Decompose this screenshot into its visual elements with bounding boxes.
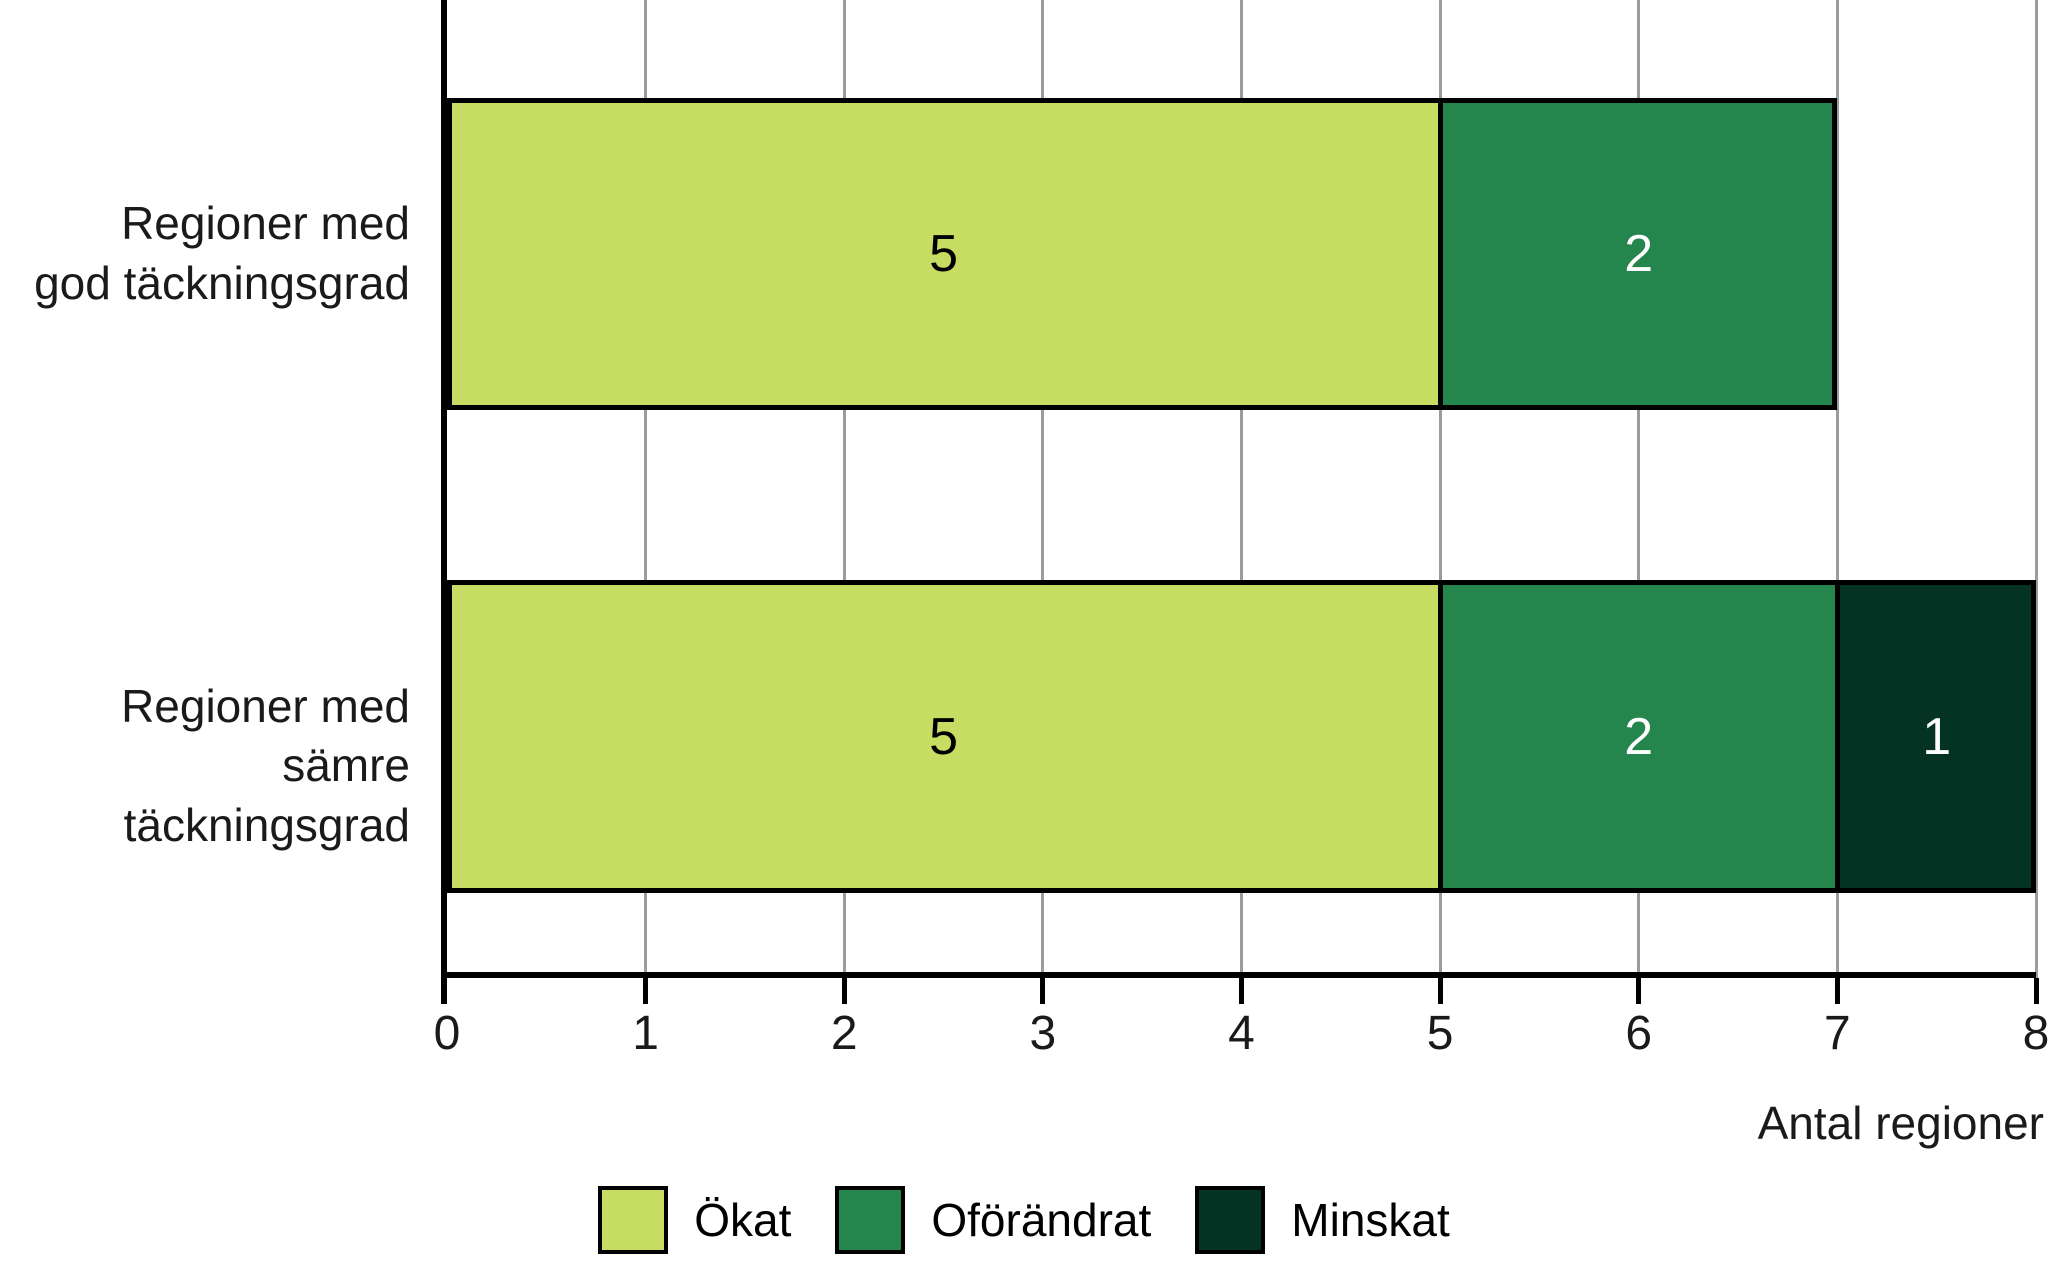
- x-tick-1: [643, 978, 649, 1004]
- bar-segment-divider: [1834, 580, 1840, 893]
- bar-segment--kat: 5: [447, 580, 1441, 893]
- bar-segment-divider: [1437, 580, 1443, 893]
- y-axis-line: [441, 0, 447, 978]
- bar-segment-of-r-ndrat: 2: [1440, 98, 1838, 410]
- x-tick-label-4: 4: [1228, 1007, 1255, 1060]
- gridline-x6: [1637, 0, 1641, 978]
- bar-segment-of-r-ndrat: 2: [1440, 580, 1838, 893]
- legend: Ökat Oförändrat Minskat: [0, 1186, 2048, 1254]
- gridline-x2: [842, 0, 846, 978]
- bar-value-label: 5: [929, 225, 959, 283]
- x-axis-title: Antal regioner: [1757, 1097, 2044, 1149]
- x-tick-8: [2033, 978, 2039, 1004]
- gridline-x3: [1041, 0, 1045, 978]
- bar-segment-minskat: 1: [1837, 580, 2036, 893]
- legend-swatch-minskat: [1195, 1186, 1266, 1254]
- bar-value-label: 5: [929, 707, 959, 766]
- x-tick-4: [1239, 978, 1244, 1004]
- legend-swatch-of-r-ndrat: [835, 1186, 906, 1254]
- legend-label-of-r-ndrat: Oförändrat: [931, 1194, 1152, 1246]
- plot-area: 5 2 5 2 1: [447, 0, 2038, 978]
- x-tick-label-5: 5: [1426, 1007, 1454, 1060]
- x-tick-label-1: 1: [632, 1007, 659, 1060]
- bar-value-label: 1: [1922, 707, 1952, 766]
- legend-item--kat: Ökat: [598, 1186, 791, 1254]
- x-tick-label-6: 6: [1625, 1007, 1653, 1060]
- gridline-x1: [644, 0, 648, 978]
- gridline-x7: [1835, 0, 1839, 978]
- category-label-0: Regioner med god täckningsgrad: [34, 197, 410, 309]
- bar-segment--kat: 5: [447, 98, 1441, 410]
- category-label-1: Regioner med sämre täckningsgrad: [121, 679, 410, 852]
- x-tick-label-3: 3: [1029, 1007, 1057, 1060]
- x-tick-0: [441, 978, 447, 1004]
- legend-item-of-r-ndrat: Oförändrat: [835, 1186, 1151, 1254]
- gridline-x8: [2034, 0, 2038, 978]
- x-tick-5: [1437, 978, 1443, 1004]
- legend-item-minskat: Minskat: [1195, 1186, 1450, 1254]
- x-axis-line: [441, 972, 2036, 978]
- legend-label-minskat: Minskat: [1291, 1194, 1450, 1246]
- x-tick-label-2: 2: [830, 1007, 858, 1060]
- x-tick-label-7: 7: [1824, 1007, 1851, 1060]
- legend-swatch--kat: [598, 1186, 669, 1254]
- x-tick-3: [1040, 978, 1046, 1004]
- legend-label--kat: Ökat: [694, 1194, 792, 1246]
- x-tick-label-0: 0: [433, 1007, 461, 1060]
- x-tick-label-8: 8: [2022, 1007, 2048, 1060]
- x-tick-6: [1636, 978, 1642, 1004]
- bar-value-label: 2: [1624, 225, 1654, 283]
- x-tick-7: [1834, 978, 1840, 1004]
- bar-value-label: 2: [1624, 707, 1654, 766]
- bar-segment-divider: [1437, 98, 1443, 410]
- gridline-x5: [1438, 0, 1442, 978]
- x-tick-2: [841, 978, 847, 1004]
- gridline-x4: [1240, 0, 1243, 978]
